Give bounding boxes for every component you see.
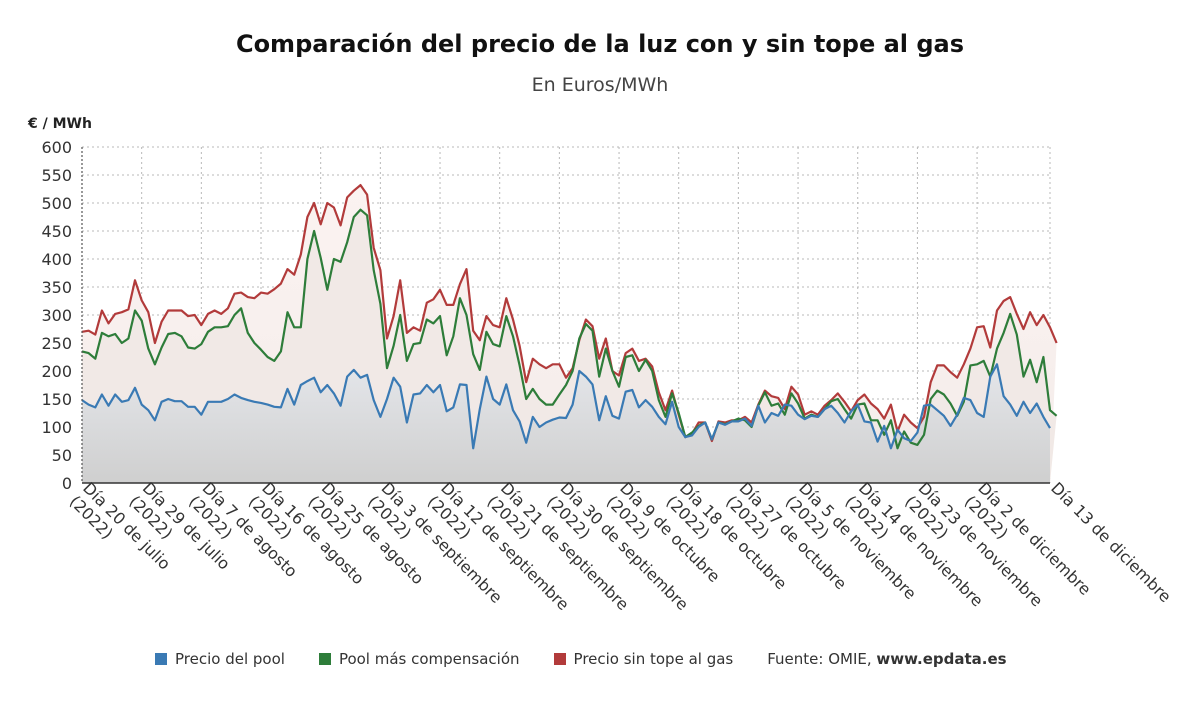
y-tick-label: 350 [41,278,72,297]
line-chart: € / MWh 0 50 100 150 200 250 300 350 400 450 500 55… [27,116,1175,614]
legend-item-no-cap[interactable]: Precio sin tope al gas [553,650,734,668]
legend-swatch-compensation [318,653,331,665]
y-tick-label: 150 [41,390,72,409]
chart-title: Comparación del precio de la luz con y s… [235,30,965,58]
legend-label-compensation: Pool más compensación [338,650,520,668]
y-tick-label: 0 [62,474,72,493]
y-tick-label: 400 [41,250,72,269]
y-tick-label: 600 [41,138,72,157]
y-tick-label: 300 [41,306,72,325]
y-axis-label: € / MWh [27,116,92,132]
y-tick-label: 250 [41,334,72,353]
legend: Precio del pool Pool más compensación Pr… [155,650,1007,668]
x-tick-label: Día 13 de diciembre [1047,478,1175,606]
source-prefix: Fuente: OMIE, [767,650,877,668]
y-tick-label: 550 [41,166,72,185]
y-tick-labels: 0 50 100 150 200 250 300 350 400 450 500 550 600 [41,138,72,493]
series-line-pool [81,363,1051,450]
series-lines [81,184,1058,450]
area-pool [82,364,1050,483]
legend-label-pool: Precio del pool [175,650,285,668]
legend-label-no-cap: Precio sin tope al gas [573,650,734,668]
y-tick-label: 100 [41,418,72,437]
legend-item-compensation[interactable]: Pool más compensación [318,650,520,668]
x-tick-text: Día 13 de diciembre [1047,478,1175,606]
y-tick-label: 200 [41,362,72,381]
legend-item-pool[interactable]: Precio del pool [155,650,285,668]
source-link[interactable]: www.epdata.es [876,650,1007,668]
y-tick-label: 50 [52,446,72,465]
series-line-compensation [81,208,1058,450]
source-note: Fuente: OMIE, www.epdata.es [767,650,1006,668]
axes [81,147,1050,484]
x-tick-labels: Día 20 de julio(2022) Día 29 de julio(202… [66,478,1175,614]
y-tick-label: 450 [41,222,72,241]
legend-swatch-pool [155,653,167,665]
series-line-no-cap [81,184,1058,443]
y-tick-label: 500 [41,194,72,213]
legend-swatch-no-cap [553,653,566,665]
chart-subtitle: En Euros/MWh [531,74,669,96]
series-areas [82,185,1057,483]
